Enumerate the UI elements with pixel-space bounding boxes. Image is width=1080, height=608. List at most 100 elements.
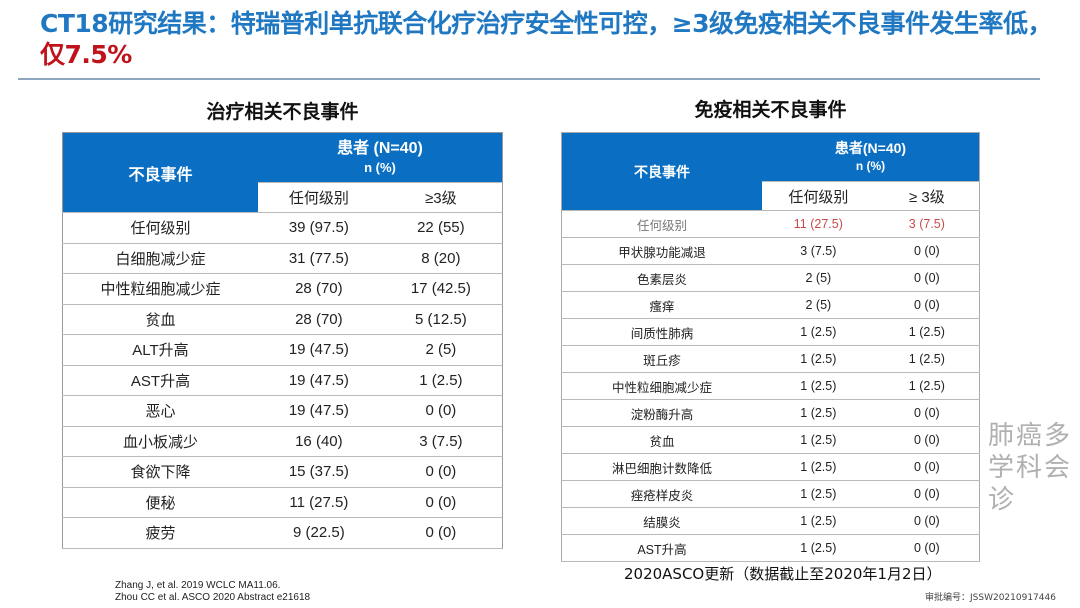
page-title: CT18研究结果：特瑞普利单抗联合化疗治疗安全性可控，≥3级免疫相关不良事件发生… (40, 8, 1070, 70)
any-grade-value: 1 (2.5) (761, 372, 875, 400)
event-name: 结膜炎 (561, 507, 762, 535)
any-grade-value: 39 (97.5) (257, 212, 380, 244)
any-grade-value: 1 (2.5) (761, 318, 875, 346)
table-row: 白细胞减少症 31 (77.5) 8 (20) (62, 243, 503, 274)
table-row: 恶心 19 (47.5) 0 (0) (62, 395, 503, 427)
right-table-title: 免疫相关不良事件 (694, 99, 847, 121)
header-event: 不良事件 (62, 132, 258, 213)
table-row: 中性粒细胞减少症 28 (70) 17 (42.5) (62, 273, 503, 305)
event-name: 痤疮样皮炎 (561, 480, 762, 508)
any-grade-value: 1 (2.5) (761, 507, 875, 535)
table-row: 贫血 28 (70) 5 (12.5) (62, 304, 503, 335)
table-row: 痤疮样皮炎 1 (2.5) 0 (0) (561, 480, 980, 508)
grade3-value: 1 (2.5) (874, 372, 980, 400)
grade3-value: 2 (5) (379, 334, 503, 366)
references: Zhang J, et al. 2019 WCLC MA11.06. Zhou C… (115, 580, 310, 604)
reference: Zhang J, et al. 2019 WCLC MA11.06. (115, 580, 281, 591)
treatment-ae-table: 不良事件 患者 (N=40) n (%) 任何级别 ≥3级 任何级别 39 (97.5… (62, 132, 503, 549)
grade3-value: 0 (0) (379, 456, 503, 488)
immune-ae-table: 不良事件 患者(N=40) n (%) 任何级别 ≥ 3级 任何级别 11 (27.5… (561, 132, 980, 562)
grade3-value: 0 (0) (874, 264, 980, 292)
event-name: 斑丘疹 (561, 345, 762, 373)
any-grade-value: 11 (27.5) (257, 487, 380, 518)
grade3-value: 0 (0) (379, 517, 503, 549)
event-name: 血小板减少 (62, 426, 258, 457)
any-grade-value: 19 (47.5) (257, 395, 380, 427)
header-any-grade: 任何级别 (257, 182, 380, 213)
header-patients: 患者(N=40) n (%) (761, 132, 980, 182)
any-grade-value: 19 (47.5) (257, 334, 380, 366)
table-row: 食欲下降 15 (37.5) 0 (0) (62, 456, 503, 488)
event-name: 甲状腺功能减退 (561, 237, 762, 265)
table-row: 血小板减少 16 (40) 3 (7.5) (62, 426, 503, 457)
header-unit: n (%) (855, 159, 886, 173)
any-grade-value: 1 (2.5) (761, 345, 875, 373)
table-row: 任何级别 39 (97.5) 22 (55) (62, 212, 503, 244)
any-grade-value: 2 (5) (761, 291, 875, 319)
grade3-value: 0 (0) (874, 291, 980, 319)
grade3-value: 5 (12.5) (379, 304, 503, 335)
grade3-value: 3 (7.5) (874, 210, 980, 238)
table-row: AST升高 19 (47.5) 1 (2.5) (62, 365, 503, 396)
any-grade-value: 1 (2.5) (761, 399, 875, 427)
grade3-value: 1 (2.5) (379, 365, 503, 396)
event-name: 恶心 (62, 395, 258, 427)
table-row: 淋巴细胞计数降低 1 (2.5) 0 (0) (561, 453, 980, 481)
event-name: 淋巴细胞计数降低 (561, 453, 762, 481)
table-row: 贫血 1 (2.5) 0 (0) (561, 426, 980, 454)
table-row: 便秘 11 (27.5) 0 (0) (62, 487, 503, 518)
grade3-value: 1 (2.5) (874, 345, 980, 373)
header-grade3: ≥3级 (379, 182, 503, 213)
table-row: 色素层炎 2 (5) 0 (0) (561, 264, 980, 292)
header-any-grade: 任何级别 (761, 181, 875, 211)
any-grade-value: 1 (2.5) (761, 480, 875, 508)
left-table-title: 治疗相关不良事件 (206, 101, 359, 123)
grade3-value: 0 (0) (874, 399, 980, 427)
any-grade-value: 16 (40) (257, 426, 380, 457)
table-row: 斑丘疹 1 (2.5) 1 (2.5) (561, 345, 980, 373)
event-name: 中性粒细胞减少症 (561, 372, 762, 400)
event-name: 任何级别 (62, 212, 258, 244)
event-name: 贫血 (561, 426, 762, 454)
event-name: 便秘 (62, 487, 258, 518)
any-grade-value: 11 (27.5) (761, 210, 875, 238)
any-grade-value: 31 (77.5) (257, 243, 380, 274)
any-grade-value: 9 (22.5) (257, 517, 380, 549)
grade3-value: 0 (0) (874, 237, 980, 265)
any-grade-value: 15 (37.5) (257, 456, 380, 488)
title-text: CT18研究结果：特瑞普利单抗联合化疗治疗安全性可控，≥3级免疫相关不良事件发生… (40, 9, 1053, 38)
any-grade-value: 1 (2.5) (761, 534, 875, 562)
table-row: 结膜炎 1 (2.5) 0 (0) (561, 507, 980, 535)
event-name: 色素层炎 (561, 264, 762, 292)
table-row: 淀粉酶升高 1 (2.5) 0 (0) (561, 399, 980, 427)
table-row: AST升高 1 (2.5) 0 (0) (561, 534, 980, 562)
event-name: 瘙痒 (561, 291, 762, 319)
any-grade-value: 19 (47.5) (257, 365, 380, 396)
any-grade-value: 3 (7.5) (761, 237, 875, 265)
grade3-value: 17 (42.5) (379, 273, 503, 305)
grade3-value: 8 (20) (379, 243, 503, 274)
event-name: AST升高 (561, 534, 762, 562)
header-unit: n (%) (364, 159, 396, 175)
event-name: 疲劳 (62, 517, 258, 549)
event-name: 白细胞减少症 (62, 243, 258, 274)
table-row: ALT升高 19 (47.5) 2 (5) (62, 334, 503, 366)
grade3-value: 0 (0) (874, 507, 980, 535)
watermark: 肺癌多学科会诊 (988, 421, 1073, 515)
title-highlight: 仅7.5% (40, 40, 132, 69)
table-row: 瘙痒 2 (5) 0 (0) (561, 291, 980, 319)
header-event: 不良事件 (561, 132, 762, 211)
any-grade-value: 2 (5) (761, 264, 875, 292)
any-grade-value: 28 (70) (257, 273, 380, 305)
event-name: 中性粒细胞减少症 (62, 273, 258, 305)
event-name: 间质性肺病 (561, 318, 762, 346)
table-row: 疲劳 9 (22.5) 0 (0) (62, 517, 503, 549)
grade3-value: 3 (7.5) (379, 426, 503, 457)
header-patients-label: 患者 (N=40) (337, 139, 423, 157)
event-name: ALT升高 (62, 334, 258, 366)
table-row: 间质性肺病 1 (2.5) 1 (2.5) (561, 318, 980, 346)
any-grade-value: 28 (70) (257, 304, 380, 335)
grade3-value: 0 (0) (379, 395, 503, 427)
grade3-value: 0 (0) (874, 453, 980, 481)
data-cutoff-note: 2020ASCO更新（数据截止至2020年1月2日） (624, 565, 942, 583)
